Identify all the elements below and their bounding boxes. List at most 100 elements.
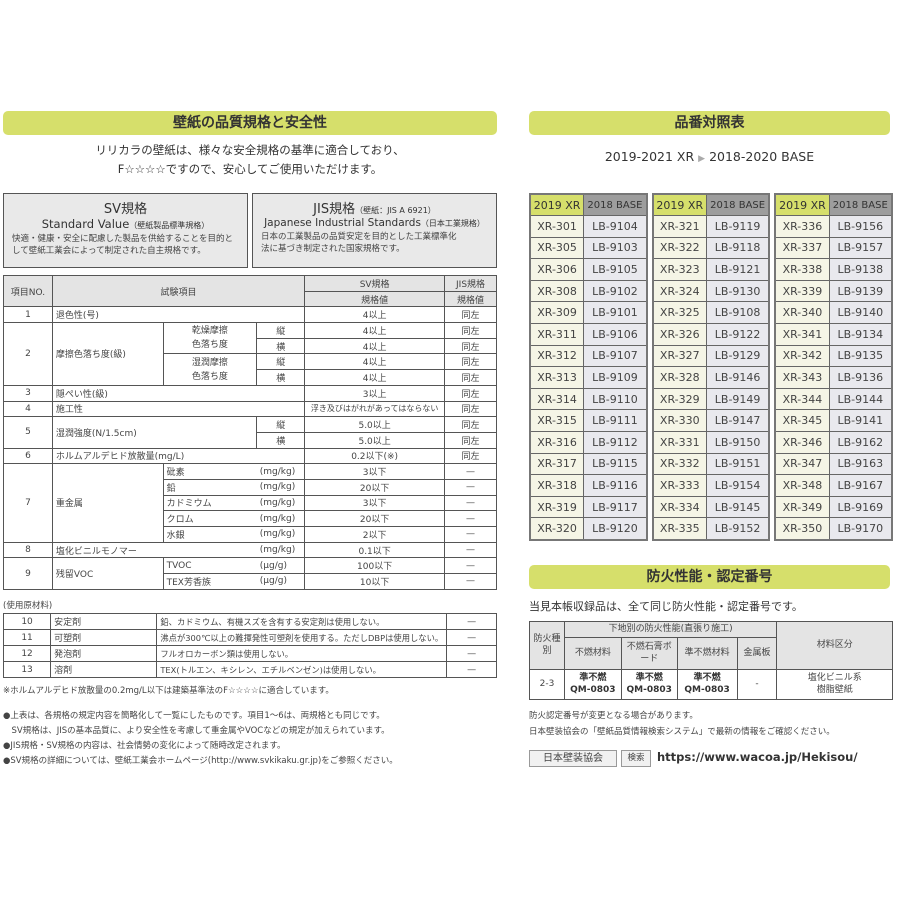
material-no: 11 bbox=[2, 629, 52, 646]
table-row: 横 5.0以上 同左 bbox=[4, 431, 497, 449]
table-row: XR-320 LB-9120 bbox=[529, 517, 648, 540]
row-jis: 同左 bbox=[444, 384, 497, 402]
row-sv: 100以下 bbox=[304, 557, 446, 575]
formaldehyde-footnote: ※ホルムアルデヒド放散量の0.2mg/L以下は建築基準法のF☆☆☆☆に適合してい… bbox=[3, 686, 334, 696]
xr-code: XR-313 bbox=[529, 366, 585, 389]
table-row: XR-338 LB-9138 bbox=[774, 258, 893, 281]
jis-english: Japanese Industrial Standards bbox=[264, 217, 421, 229]
rating: 準不燃 bbox=[693, 673, 721, 684]
base-code: LB-9109 bbox=[583, 366, 648, 389]
sv-title: SV規格 bbox=[103, 202, 148, 217]
fire-note: 防火認定番号が変更となる場合があります。 bbox=[529, 711, 698, 721]
table-row: TEX芳香族 (μg/g) 10以下 — bbox=[4, 573, 497, 590]
base-code: LB-9139 bbox=[828, 279, 893, 303]
header-substrate-group: 下地別の防火性能(直張り施工) bbox=[563, 621, 778, 638]
row-unit: (mg/kg) bbox=[256, 541, 306, 559]
metal-plate-value: - bbox=[736, 668, 778, 700]
row-no: 7 bbox=[3, 463, 53, 543]
row-item: 退色性(号) bbox=[51, 306, 306, 324]
base-code: LB-9146 bbox=[705, 366, 770, 389]
table-row: XR-348 LB-9167 bbox=[774, 474, 893, 497]
header-quasi-noncombustible: 準不燃材料 bbox=[676, 636, 738, 670]
arrow-right-icon: ▶ bbox=[698, 154, 706, 164]
sv-desc: 快適・健康・安全に配慮した製品を供給することを目的と bbox=[12, 234, 234, 244]
table-row: XR-326 LB-9122 bbox=[652, 323, 770, 346]
xr-code: XR-315 bbox=[529, 409, 585, 433]
table-row: 11 可塑剤 沸点が300℃以上の難揮発性可塑剤を使用する。ただしDBPは使用しない… bbox=[2, 629, 497, 646]
table-row: 12 発泡剤 フルオロカーボン類は使用しない。 — bbox=[2, 645, 497, 662]
cert-number: QM-0803 bbox=[626, 685, 672, 696]
table-row: 3 隠ぺい性(級) 3以上 同左 bbox=[3, 384, 497, 402]
search-button[interactable]: 検索 bbox=[621, 750, 651, 767]
table-row: XR-331 LB-9150 bbox=[652, 431, 770, 454]
table-row: XR-350 LB-9170 bbox=[774, 517, 893, 540]
row-jis: — bbox=[444, 526, 497, 543]
search-keyword-box[interactable]: 日本壁装協会 bbox=[529, 750, 617, 767]
comparison-subtitle: 2019-2021 XR ▶ 2018-2020 BASE bbox=[529, 149, 890, 164]
row-jis: — bbox=[444, 463, 497, 480]
note-item: ●JIS規格・SV規格の内容は、社会情勢の変化によって随時改定されます。 bbox=[3, 741, 286, 751]
row-jis: 同左 bbox=[444, 369, 497, 386]
comparison-table: 2019 XR 2018 BASE XR-336 LB-9156 XR-337 LB-91… bbox=[774, 193, 894, 541]
fire-type: 2-3 bbox=[529, 668, 565, 700]
table-row: XR-332 LB-9151 bbox=[652, 452, 770, 476]
rating: 準不燃 bbox=[579, 673, 607, 684]
xr-code: XR-321 bbox=[652, 215, 707, 238]
subtitle-from: 2019-2021 XR bbox=[604, 149, 695, 164]
intro-line: F☆☆☆☆ですので、安心してご使用いただけます。 bbox=[117, 162, 383, 176]
table-row: XR-346 LB-9162 bbox=[774, 431, 893, 454]
row-sv: 4以上 bbox=[304, 353, 446, 371]
material-jis: — bbox=[446, 645, 497, 662]
material-no: 10 bbox=[2, 613, 52, 630]
xr-code: XR-328 bbox=[652, 366, 707, 389]
row-item: 摩擦色落ち度(級) bbox=[51, 322, 164, 386]
fire-note: 日本壁装協会の「壁紙品質情報検索システム」で最新の情報をご確認ください。 bbox=[529, 727, 835, 737]
header-sv: SV規格 bbox=[304, 275, 446, 292]
row-item: 湿潤強度(N/1.5cm) bbox=[51, 416, 258, 449]
table-row: XR-322 LB-9118 bbox=[652, 236, 770, 260]
col-base-header: 2018 BASE bbox=[705, 193, 770, 217]
base-code: LB-9106 bbox=[583, 323, 648, 346]
table-row: XR-327 LB-9129 bbox=[652, 344, 770, 368]
base-code: LB-9141 bbox=[828, 409, 893, 433]
row-subitem: 鉛 bbox=[162, 478, 257, 496]
row-sv: 3以下 bbox=[304, 463, 446, 480]
jis-title-note: （壁紙：JIS A 6921） bbox=[355, 206, 436, 215]
table-row: XR-325 LB-9108 bbox=[652, 301, 770, 325]
comparison-tables: 2019 XR 2018 BASE XR-301 LB-9104 XR-305 LB-91… bbox=[529, 193, 894, 541]
material-desc: 鉛、カドミウム、有機スズを含有する安定剤は使用しない。 bbox=[156, 613, 448, 630]
table-row: カドミウム (mg/kg) 3以下 — bbox=[4, 494, 497, 512]
table-row: 湿潤摩擦 色落ち度縦 4以上 同左 bbox=[4, 353, 497, 386]
jis-standard-box: JIS規格（壁紙：JIS A 6921） Japanese Industrial… bbox=[252, 193, 497, 268]
table-row: XR-321 LB-9119 bbox=[652, 215, 770, 238]
row-no: 5 bbox=[3, 416, 53, 449]
table-row: XR-345 LB-9141 bbox=[774, 409, 893, 433]
table-row: 13 溶剤 TEX(トルエン、キシレン、エチルベンゼン)は使用しない。 — bbox=[2, 661, 497, 678]
table-row: XR-344 LB-9144 bbox=[774, 387, 893, 411]
base-code: LB-9152 bbox=[705, 517, 770, 540]
base-code: LB-9120 bbox=[583, 517, 648, 540]
fire-notes: 防火認定番号が変更となる場合があります。 日本壁装協会の「壁紙品質情報検索システ… bbox=[529, 708, 835, 740]
jis-desc: 法に基づき制定された国家規格です。 bbox=[261, 244, 405, 254]
material-jis: — bbox=[446, 613, 497, 630]
row-sv: 4以上 bbox=[304, 369, 446, 386]
base-code: LB-9112 bbox=[583, 431, 648, 454]
header-material: 材料区分 bbox=[776, 621, 893, 670]
header-metal-plate: 金属板 bbox=[736, 636, 778, 670]
table-row: XR-311 LB-9106 bbox=[529, 323, 648, 346]
xr-code: XR-326 bbox=[652, 323, 707, 346]
row-unit: (mg/kg) bbox=[256, 526, 306, 543]
table-row: 4 施工性 浮き及びはがれがあってはならない 同左 bbox=[3, 400, 497, 418]
subtitle-to: 2018-2020 BASE bbox=[709, 149, 815, 164]
notes-list: ●上表は、各規格の規定内容を簡略化して一覧にしたものです。項目1～6は、両規格と… bbox=[3, 709, 398, 769]
sv-standard-box: SV規格 Standard Value（壁紙製品標準規格） 快適・健康・安全に配… bbox=[3, 193, 248, 268]
wacoa-url-link[interactable]: https://www.wacoa.jp/Hekisou/ bbox=[657, 750, 858, 764]
note-item: SV規格は、JISの基本品質に、より安全性を考慮して重金属やVOCなどの規定が加… bbox=[3, 726, 390, 736]
row-subitem: カドミウム bbox=[162, 494, 257, 512]
material-jis: — bbox=[446, 629, 497, 646]
base-code: LB-9150 bbox=[705, 431, 770, 454]
col-base-header: 2018 BASE bbox=[828, 193, 893, 217]
sv-english: Standard Value bbox=[41, 217, 130, 231]
material-desc: TEX(トルエン、キシレン、エチルベンゼン)は使用しない。 bbox=[156, 661, 448, 678]
materials-table: 10 安定剤 鉛、カドミウム、有機スズを含有する安定剤は使用しない。 —11 可塑剤 沸点… bbox=[2, 613, 497, 678]
